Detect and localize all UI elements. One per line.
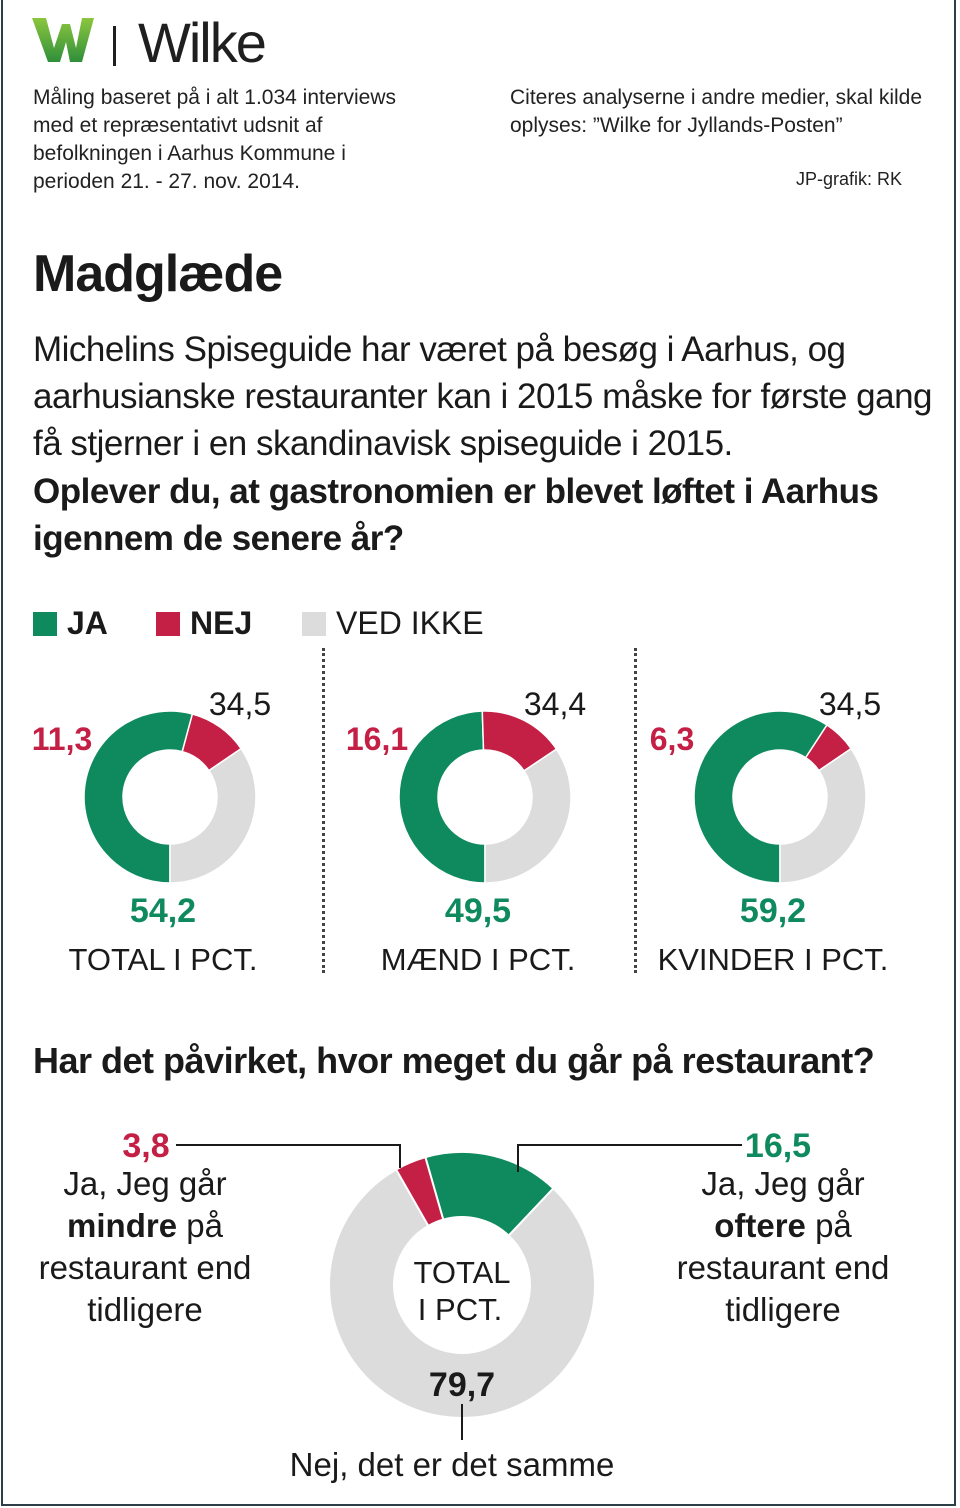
donut-4-center-line1: TOTAL <box>413 1255 510 1290</box>
donut-3-slice-ved-ikke <box>779 747 867 884</box>
column-divider-1 <box>322 648 325 973</box>
donut-4-leader-mindre <box>176 1144 401 1168</box>
legend-swatch-ved-ikke <box>302 612 326 636</box>
column-divider-2 <box>634 648 637 973</box>
donut-1-label-nej: 11,3 <box>32 721 93 757</box>
donut-3-label-ved-ikke: 34,5 <box>819 686 881 722</box>
method-note: Måling baseret på i alt 1.034 interviews… <box>33 86 397 193</box>
donut-2-slice-ja <box>398 710 486 884</box>
donut-1-label-ved-ikke: 34,5 <box>209 686 271 722</box>
donut-2-title: MÆND I PCT. <box>381 942 576 977</box>
legend-item-nej: NEJ <box>156 603 252 643</box>
donut-1-title: TOTAL I PCT. <box>69 942 258 977</box>
donut-4-slice-samme <box>328 1168 596 1419</box>
donut-4-label-oftere: 16,5 <box>745 1127 811 1165</box>
more-often-description: Ja, Jeg går oftere på restaurant end tid… <box>658 1163 908 1331</box>
donut-4-leader-oftere <box>517 1144 742 1172</box>
legend-label-ved-ikke: VED IKKE <box>336 605 484 641</box>
page-title: Madglæde <box>33 245 283 303</box>
donut-1-slice-ja <box>83 710 194 884</box>
donut-1-slice-ved-ikke <box>169 747 257 884</box>
more-often-line4: tidligere <box>725 1291 841 1328</box>
less-often-bold: mindre <box>67 1207 178 1244</box>
more-often-bold: oftere <box>714 1207 806 1244</box>
donut-4-label-samme: 79,7 <box>429 1366 495 1404</box>
graphic-credit: JP-grafik: RK <box>795 169 902 189</box>
legend-swatch-nej <box>156 612 180 636</box>
question-2: Har det påvirket, hvor meget du går på r… <box>33 1040 875 1081</box>
donut-2-label-ja: 49,5 <box>445 892 511 930</box>
question-1: Oplever du, at gastronomien er blevet lø… <box>33 472 879 558</box>
donut-2-label-ved-ikke: 34,4 <box>524 686 586 722</box>
less-often-description: Ja, Jeg går mindre på restaurant end tid… <box>20 1163 270 1331</box>
donut-4-label-mindre: 3,8 <box>122 1127 169 1165</box>
legend-label-nej: NEJ <box>190 605 253 641</box>
donut-3-title: KVINDER I PCT. <box>658 942 889 977</box>
donut-3-label-nej: 6,3 <box>650 721 694 757</box>
legend-label-ja: JA <box>67 605 108 641</box>
donut-3-slice-ja <box>693 710 829 884</box>
more-often-line2: på <box>815 1207 852 1244</box>
donut-2-slice-ved-ikke <box>484 748 572 884</box>
donut-2-label-nej: 16,1 <box>346 721 408 757</box>
same-description: Nej, det er det samme <box>289 1446 615 1483</box>
less-often-line1: Ja, Jeg går <box>63 1165 227 1202</box>
more-often-line1: Ja, Jeg går <box>701 1165 865 1202</box>
legend-item-ja: JA <box>33 603 108 643</box>
wilke-logo-mark <box>32 18 94 62</box>
less-often-line2: på <box>186 1207 223 1244</box>
less-often-line4: tidligere <box>87 1291 203 1328</box>
logo-separator <box>113 26 116 66</box>
less-often-line3: restaurant end <box>38 1249 252 1286</box>
donut-4-center-line2: I PCT. <box>418 1292 502 1327</box>
legend-item-ved-ikke: VED IKKE <box>302 603 484 643</box>
citation-note: Citeres analyserne i andre medier, skal … <box>510 86 923 137</box>
more-often-line3: restaurant end <box>676 1249 890 1286</box>
donut-1-label-ja: 54,2 <box>130 892 196 930</box>
donut-3-label-ja: 59,2 <box>740 892 806 930</box>
donut-4-slice-mindre <box>394 1155 445 1228</box>
legend-swatch-ja <box>33 612 57 636</box>
brand-name: Wilke <box>138 11 267 74</box>
intro-text: Michelins Spiseguide har været på besøg … <box>33 330 933 463</box>
